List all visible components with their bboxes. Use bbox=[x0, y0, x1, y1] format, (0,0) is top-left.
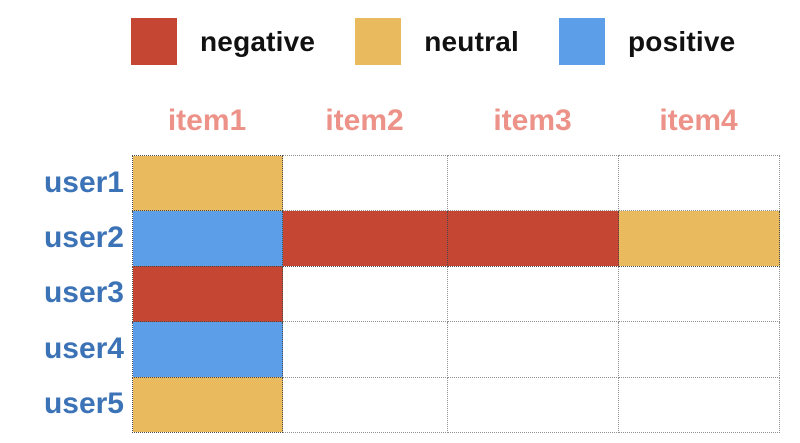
matrix-cell bbox=[447, 321, 619, 378]
matrix-cell bbox=[282, 265, 448, 323]
matrix-cell bbox=[132, 376, 283, 433]
matrix-cell bbox=[132, 321, 283, 378]
row-labels: user1 user2 user3 user4 user5 bbox=[0, 155, 124, 432]
matrix-cell bbox=[282, 376, 448, 433]
matrix-cell bbox=[132, 210, 283, 267]
matrix-row-user3 bbox=[132, 265, 780, 323]
matrix-row-user2 bbox=[132, 210, 780, 267]
column-header-item2: item2 bbox=[325, 104, 404, 137]
legend-item-positive: positive bbox=[558, 18, 736, 65]
row-label-user5: user5 bbox=[43, 387, 124, 421]
legend-item-neutral: neutral bbox=[355, 18, 519, 65]
matrix-row-user1 bbox=[132, 154, 780, 212]
matrix-row-user5 bbox=[132, 376, 780, 433]
legend-label-neutral: neutral bbox=[424, 25, 519, 57]
matrix-cell bbox=[447, 154, 619, 212]
legend-label-negative: negative bbox=[200, 25, 316, 57]
row-label-user2: user2 bbox=[43, 221, 124, 255]
matrix-cell bbox=[132, 154, 283, 212]
matrix-cell bbox=[618, 376, 780, 433]
legend-item-negative: negative bbox=[131, 18, 315, 65]
matrix-cell bbox=[282, 321, 448, 378]
matrix-cell bbox=[447, 376, 619, 433]
matrix-cell bbox=[447, 265, 619, 323]
legend: negative neutral positive bbox=[131, 18, 735, 65]
matrix-cell bbox=[132, 265, 283, 323]
neutral-swatch-icon bbox=[355, 18, 402, 65]
column-headers: item1 item2 item3 item4 bbox=[132, 100, 779, 142]
row-label-user1: user1 bbox=[43, 165, 124, 199]
positive-swatch-icon bbox=[558, 18, 605, 65]
matrix-cell bbox=[282, 210, 448, 267]
negative-swatch-icon bbox=[131, 18, 177, 65]
matrix-cell bbox=[447, 210, 619, 267]
legend-label-positive: positive bbox=[627, 25, 736, 57]
matrix-cell bbox=[618, 210, 780, 267]
column-header-item3: item3 bbox=[493, 104, 572, 137]
column-header-item4: item4 bbox=[659, 104, 738, 137]
matrix-row-user4 bbox=[132, 321, 780, 378]
matrix-cell bbox=[282, 154, 448, 212]
matrix-cell bbox=[618, 321, 780, 378]
row-label-user3: user3 bbox=[43, 276, 124, 310]
row-label-user4: user4 bbox=[43, 331, 124, 365]
matrix-cell bbox=[618, 154, 780, 212]
column-header-item1: item1 bbox=[167, 104, 247, 137]
matrix-grid bbox=[132, 154, 780, 433]
matrix-cell bbox=[618, 265, 780, 323]
